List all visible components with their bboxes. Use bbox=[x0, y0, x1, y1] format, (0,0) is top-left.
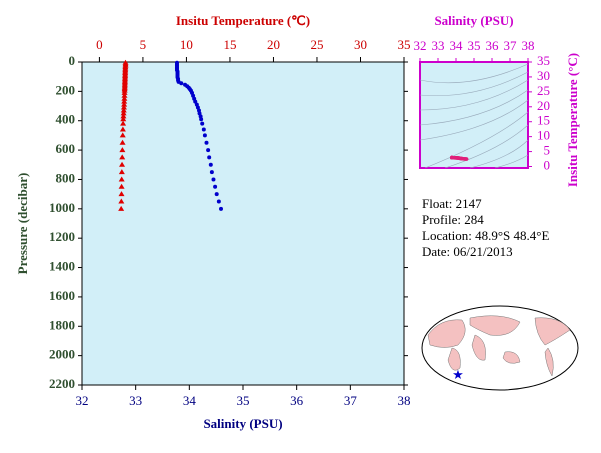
ts-plot-area bbox=[419, 61, 529, 169]
temperature-point bbox=[120, 107, 127, 113]
temperature-point bbox=[118, 183, 125, 189]
ts-y-axis-title: Insitu Temperature (°C) bbox=[565, 53, 580, 187]
temperature-point bbox=[121, 92, 128, 98]
temperature-point bbox=[120, 120, 127, 126]
salinity-point bbox=[199, 117, 204, 122]
x2-tick-label: 35 bbox=[398, 37, 411, 52]
temperature-point bbox=[121, 98, 128, 104]
svg-text:★: ★ bbox=[452, 367, 464, 382]
y-tick-label: 200 bbox=[56, 82, 76, 97]
x2-axis-title: Insitu Temperature (℃) bbox=[176, 13, 310, 28]
y-tick-label: 800 bbox=[56, 170, 76, 185]
temperature-point bbox=[119, 132, 126, 138]
x-tick-label: 36 bbox=[290, 393, 304, 408]
temperature-point bbox=[120, 104, 127, 110]
ts-y-tick-label: 10 bbox=[537, 128, 550, 143]
x-tick-label: 35 bbox=[237, 393, 250, 408]
y-tick-label: 400 bbox=[56, 112, 76, 127]
temperature-point bbox=[118, 205, 125, 211]
ts-point bbox=[464, 157, 469, 161]
y-tick-label: 1000 bbox=[49, 200, 75, 215]
salinity-point bbox=[206, 148, 211, 153]
temperature-point bbox=[118, 176, 125, 182]
salinity-point bbox=[218, 206, 223, 211]
x2-tick-label: 20 bbox=[267, 37, 280, 52]
salinity-point bbox=[211, 177, 216, 182]
x-tick-label: 32 bbox=[76, 393, 89, 408]
salinity-point bbox=[208, 162, 213, 167]
x2-tick-label: 0 bbox=[96, 37, 103, 52]
ts-y-tick-label: 30 bbox=[537, 68, 550, 83]
temperature-point bbox=[120, 113, 127, 119]
float-info: Date: 06/21/2013 bbox=[422, 244, 513, 259]
ts-y-tick-label: 15 bbox=[537, 113, 550, 128]
temperature-point bbox=[118, 191, 125, 197]
ts-y-tick-label: 5 bbox=[544, 143, 551, 158]
ts-x-tick-label: 34 bbox=[450, 38, 464, 53]
salinity-point bbox=[200, 121, 205, 126]
float-info: Profile: 284 bbox=[422, 212, 484, 227]
temperature-point bbox=[118, 169, 125, 175]
y-tick-label: 1200 bbox=[49, 229, 75, 244]
plot-area bbox=[81, 61, 405, 386]
y-tick-label: 2200 bbox=[49, 376, 75, 391]
x-tick-label: 33 bbox=[129, 393, 142, 408]
ts-y-tick-label: 0 bbox=[544, 157, 551, 172]
world-map: ★ bbox=[421, 305, 579, 391]
temperature-point bbox=[121, 101, 128, 107]
salinity-point bbox=[216, 199, 221, 204]
ts-x-tick-label: 38 bbox=[522, 38, 535, 53]
ts-y-tick-label: 20 bbox=[537, 98, 550, 113]
ts-x-tick-label: 33 bbox=[432, 38, 445, 53]
y-tick-label: 600 bbox=[56, 141, 76, 156]
x2-tick-label: 25 bbox=[310, 37, 323, 52]
y-tick-label: 0 bbox=[69, 53, 76, 68]
ts-y-tick-label: 25 bbox=[537, 83, 550, 98]
salinity-point bbox=[179, 81, 184, 86]
temperature-point bbox=[118, 198, 125, 204]
salinity-point bbox=[201, 127, 206, 132]
temperature-point bbox=[119, 147, 126, 153]
y-tick-label: 1600 bbox=[49, 288, 75, 303]
temperature-point bbox=[119, 126, 126, 132]
salinity-point bbox=[213, 184, 218, 189]
y-tick-label: 1800 bbox=[49, 317, 75, 332]
float-info: Location: 48.9°S 48.4°E bbox=[422, 228, 549, 243]
temperature-point bbox=[119, 139, 126, 145]
x-tick-label: 37 bbox=[344, 393, 358, 408]
float-info: Float: 2147 bbox=[422, 196, 482, 211]
density-contours bbox=[419, 63, 529, 169]
x-tick-label: 38 bbox=[398, 393, 411, 408]
salinity-point bbox=[209, 170, 214, 175]
y-axis-title: Pressure (decibar) bbox=[15, 173, 30, 275]
x2-tick-label: 15 bbox=[223, 37, 236, 52]
x2-tick-label: 30 bbox=[354, 37, 367, 52]
salinity-point bbox=[214, 192, 219, 197]
ts-x-tick-label: 37 bbox=[504, 38, 518, 53]
salinity-point bbox=[202, 133, 207, 138]
x-axis-title: Salinity (PSU) bbox=[203, 416, 282, 431]
ts-x-tick-label: 36 bbox=[486, 38, 500, 53]
temperature-point bbox=[121, 89, 128, 95]
ts-x-tick-label: 32 bbox=[414, 38, 427, 53]
temperature-point bbox=[119, 161, 126, 167]
x-tick-label: 34 bbox=[183, 393, 197, 408]
x2-tick-label: 5 bbox=[140, 37, 147, 52]
temperature-point bbox=[120, 116, 127, 122]
salinity-point bbox=[204, 140, 209, 145]
y-tick-label: 2000 bbox=[49, 347, 75, 362]
temperature-point bbox=[119, 154, 126, 160]
ts-x-tick-label: 35 bbox=[468, 38, 481, 53]
ts-y-tick-label: 35 bbox=[537, 53, 550, 68]
ts-x-axis-title: Salinity (PSU) bbox=[434, 13, 513, 28]
temperature-point bbox=[120, 110, 127, 116]
salinity-point bbox=[207, 155, 212, 160]
x2-tick-label: 10 bbox=[180, 37, 193, 52]
temperature-point bbox=[121, 95, 128, 101]
y-tick-label: 1400 bbox=[49, 259, 75, 274]
salinity-point bbox=[193, 99, 198, 104]
